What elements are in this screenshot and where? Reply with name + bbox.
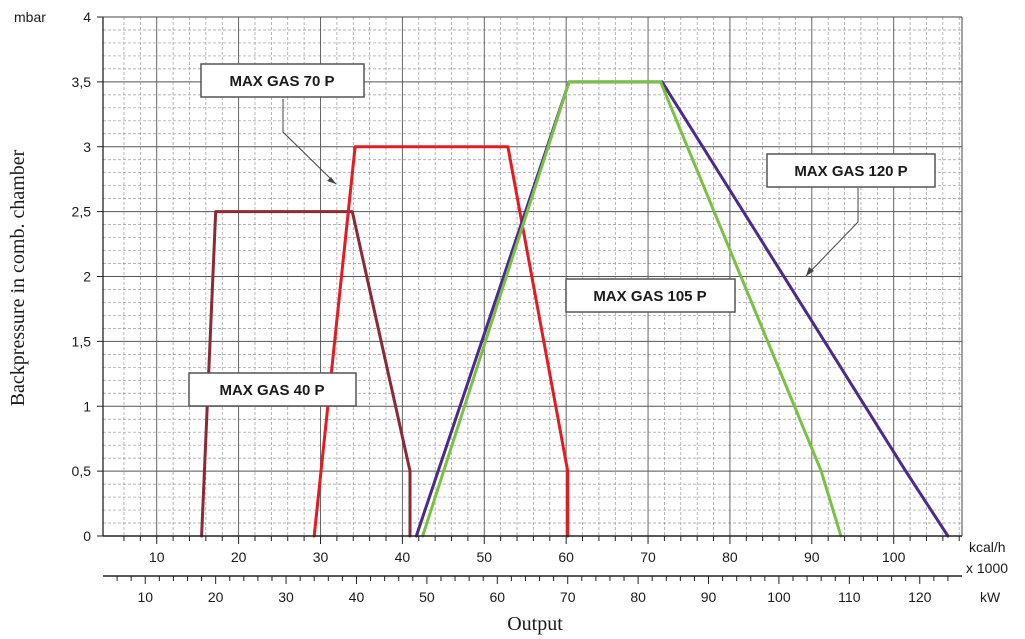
- annotation-arrowhead-70: [327, 177, 336, 184]
- kcal-tick-label: 20: [231, 549, 247, 565]
- y-tick-label: 4: [83, 9, 91, 25]
- annotation-label-70: MAX GAS 70 P: [229, 73, 334, 90]
- kcal-tick-label: 40: [395, 549, 411, 565]
- annotation-box-120: [766, 153, 936, 188]
- x-unit-kcal-label: kcal/h: [969, 539, 1006, 555]
- kw-tick-label: 80: [630, 589, 646, 605]
- series-line-0: [200, 210, 412, 538]
- annotation-leader-70: [282, 99, 337, 185]
- y-tick-label: 1: [83, 398, 91, 414]
- y-tick-label: 2: [83, 269, 91, 285]
- kw-tick-label: 110: [838, 589, 861, 605]
- annotation-leader-120: [805, 188, 859, 277]
- annotation-label-40: MAX GAS 40 P: [219, 382, 324, 399]
- kw-tick-label: 90: [701, 589, 717, 605]
- series-line-3: [421, 80, 843, 538]
- annotation-max-gas-105: MAX GAS 105 P: [565, 278, 736, 313]
- y-tick-label: 1,5: [72, 333, 92, 349]
- y-tick-label: 3,5: [72, 74, 92, 90]
- kw-tick-label: 20: [208, 589, 224, 605]
- x-unit-kw-label: kW: [980, 589, 1001, 605]
- series-layer: [200, 80, 950, 538]
- kcal-tick-label: 70: [640, 549, 656, 565]
- kcal-tick-label: 30: [313, 549, 329, 565]
- y-tick-label: 0,5: [72, 463, 92, 479]
- kcal-tick-label: 80: [722, 549, 738, 565]
- y-tick-label: 2,5: [72, 204, 92, 220]
- annotation-box-70: [200, 63, 365, 98]
- kcal-tick-label: 10: [149, 549, 165, 565]
- annotation-max-gas-70: MAX GAS 70 P: [200, 63, 365, 185]
- annotation-box-105: [565, 278, 736, 313]
- y-unit-label: mbar: [14, 9, 46, 25]
- kw-tick-label: 100: [767, 589, 791, 605]
- x-unit-kcal-multiplier: x 1000: [966, 560, 1008, 576]
- annotation-max-gas-40: MAX GAS 40 P: [188, 372, 357, 407]
- annotation-label-120: MAX GAS 120 P: [794, 163, 907, 180]
- axis-layer: 0 0,5 1 1,5 2 2,5 3 3,5 4 10 20 30 40 50 60 70 80 90 100 10…: [72, 9, 962, 605]
- annotation-box-40: [188, 372, 357, 407]
- kcal-tick-label: 60: [558, 549, 574, 565]
- kw-tick-label: 60: [490, 589, 506, 605]
- y-tick-label: 3: [83, 139, 91, 155]
- kcal-tick-label: 50: [476, 549, 492, 565]
- kw-tick-label: 40: [349, 589, 365, 605]
- annotation-layer: MAX GAS 70 P MAX GAS 40 P MAX GAS 105 P …: [188, 63, 936, 407]
- annotation-arrowhead-120: [806, 267, 814, 276]
- kw-tick-label: 30: [278, 589, 294, 605]
- kw-tick-label: 50: [419, 589, 435, 605]
- series-line-1: [312, 145, 570, 538]
- kw-tick-label: 10: [137, 589, 153, 605]
- kcal-tick-label: 100: [882, 549, 906, 565]
- annotation-max-gas-120: MAX GAS 120 P: [766, 153, 936, 277]
- kw-tick-label: 70: [560, 589, 576, 605]
- annotation-label-105: MAX GAS 105 P: [593, 288, 706, 305]
- y-axis-title: Backpressure in comb. chamber: [7, 149, 29, 406]
- y-tick-label: 0: [83, 528, 91, 544]
- kcal-tick-label: 90: [804, 549, 820, 565]
- kw-tick-label: 120: [908, 589, 932, 605]
- x-axis-title: Output: [507, 613, 563, 635]
